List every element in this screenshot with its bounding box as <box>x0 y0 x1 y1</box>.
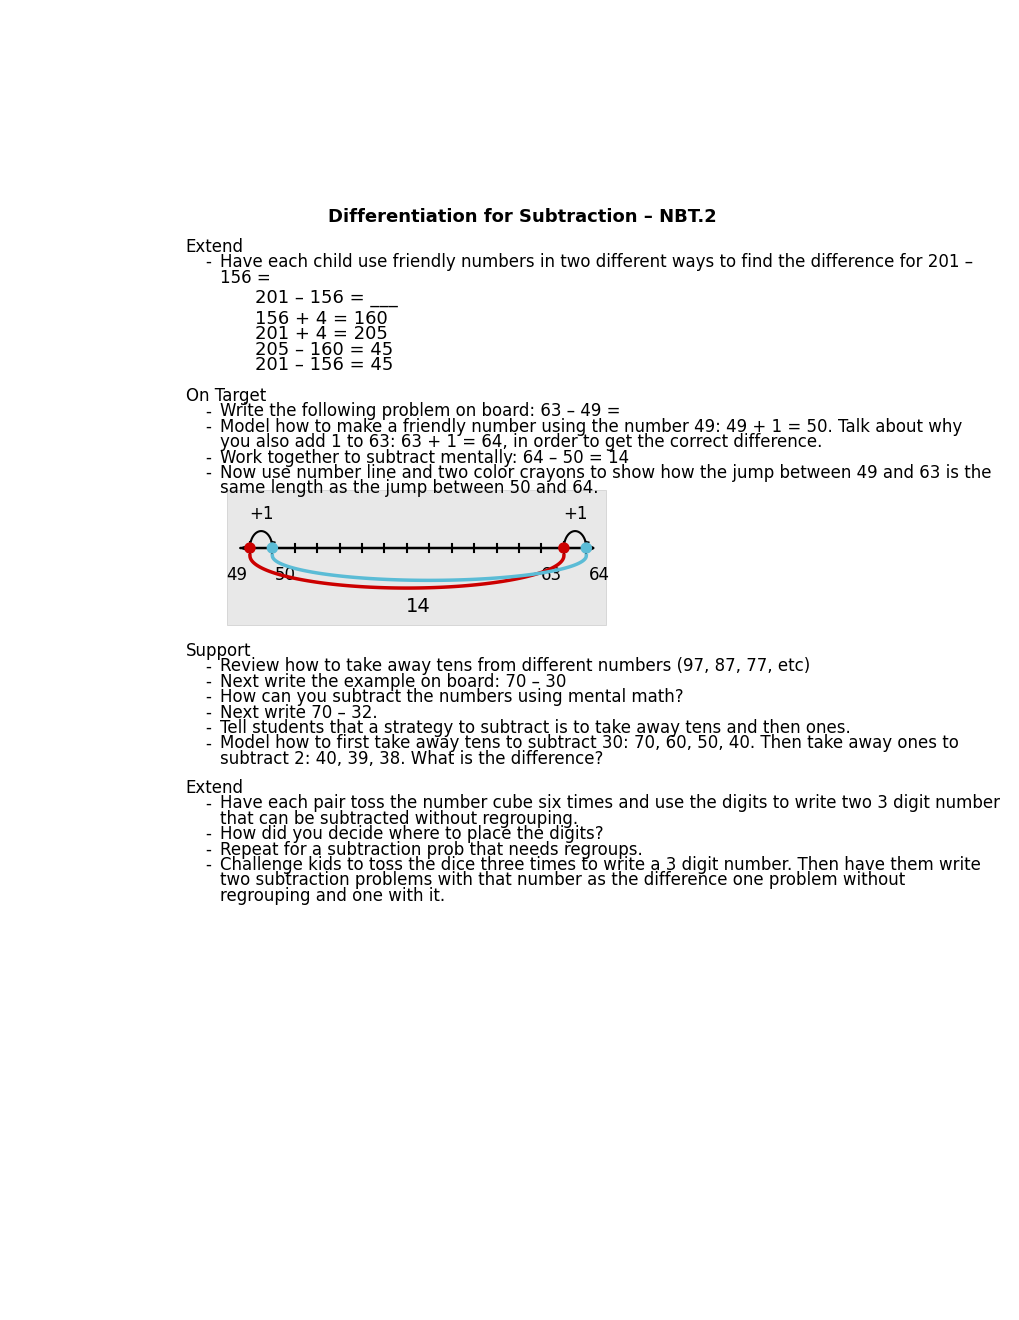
Text: +1: +1 <box>562 506 587 524</box>
Text: How can you subtract the numbers using mental math?: How can you subtract the numbers using m… <box>220 688 684 706</box>
Text: 156 + 4 = 160: 156 + 4 = 160 <box>255 310 388 329</box>
Text: 201 + 4 = 205: 201 + 4 = 205 <box>255 326 388 343</box>
Text: Differentiation for Subtraction – NBT.2: Differentiation for Subtraction – NBT.2 <box>328 209 716 227</box>
Text: -: - <box>205 825 211 843</box>
Circle shape <box>245 543 255 553</box>
Text: that can be subtracted without regrouping.: that can be subtracted without regroupin… <box>220 810 578 828</box>
Text: -: - <box>205 673 211 690</box>
Text: -: - <box>205 704 211 722</box>
Text: Extend: Extend <box>185 779 244 797</box>
Text: 64: 64 <box>588 566 609 585</box>
Text: Have each pair toss the number cube six times and use the digits to write two 3 : Have each pair toss the number cube six … <box>220 795 1000 812</box>
Text: Next write 70 – 32.: Next write 70 – 32. <box>220 704 378 722</box>
Text: -: - <box>205 795 211 812</box>
FancyBboxPatch shape <box>226 490 606 626</box>
Text: Now use number line and two color crayons to show how the jump between 49 and 63: Now use number line and two color crayon… <box>220 465 991 482</box>
Text: 156 =: 156 = <box>220 268 271 286</box>
Text: -: - <box>205 841 211 858</box>
Text: +1: +1 <box>249 506 273 524</box>
Text: two subtraction problems with that number as the difference one problem without: two subtraction problems with that numbe… <box>220 871 905 890</box>
Text: -: - <box>205 719 211 737</box>
Text: 14: 14 <box>406 597 430 615</box>
Text: -: - <box>205 657 211 676</box>
Text: Challenge kids to toss the dice three times to write a 3 digit number. Then have: Challenge kids to toss the dice three ti… <box>220 857 980 874</box>
Text: Have each child use friendly numbers in two different ways to find the differenc: Have each child use friendly numbers in … <box>220 253 973 271</box>
Text: Extend: Extend <box>185 238 244 256</box>
Text: 63: 63 <box>540 566 561 585</box>
Text: Next write the example on board: 70 – 30: Next write the example on board: 70 – 30 <box>220 673 567 690</box>
Text: Write the following problem on board: 63 – 49 =: Write the following problem on board: 63… <box>220 403 621 421</box>
Text: Tell students that a strategy to subtract is to take away tens and then ones.: Tell students that a strategy to subtrac… <box>220 719 851 737</box>
Text: 205 – 160 = 45: 205 – 160 = 45 <box>255 341 393 359</box>
Text: -: - <box>205 857 211 874</box>
Text: 201 – 156 = ___: 201 – 156 = ___ <box>255 289 397 306</box>
Text: -: - <box>205 465 211 482</box>
Circle shape <box>267 543 277 553</box>
Text: -: - <box>205 418 211 436</box>
Text: subtract 2: 40, 39, 38. What is the difference?: subtract 2: 40, 39, 38. What is the diff… <box>220 750 603 768</box>
Text: regrouping and one with it.: regrouping and one with it. <box>220 887 445 904</box>
Text: Review how to take away tens from different numbers (97, 87, 77, etc): Review how to take away tens from differ… <box>220 657 810 676</box>
Text: 50: 50 <box>274 566 296 585</box>
Text: same length as the jump between 50 and 64.: same length as the jump between 50 and 6… <box>220 479 598 498</box>
Text: -: - <box>205 688 211 706</box>
Text: Support: Support <box>185 642 251 660</box>
Text: -: - <box>205 403 211 421</box>
Text: Model how to first take away tens to subtract 30: 70, 60, 50, 40. Then take away: Model how to first take away tens to sub… <box>220 734 959 752</box>
Text: On Target: On Target <box>185 387 266 405</box>
Text: -: - <box>205 734 211 752</box>
Text: -: - <box>205 449 211 467</box>
Text: 49: 49 <box>226 566 248 585</box>
Circle shape <box>558 543 569 553</box>
Circle shape <box>581 543 591 553</box>
Text: -: - <box>205 253 211 271</box>
Text: Model how to make a friendly number using the number 49: 49 + 1 = 50. Talk about: Model how to make a friendly number usin… <box>220 418 962 436</box>
Text: you also add 1 to 63: 63 + 1 = 64, in order to get the correct difference.: you also add 1 to 63: 63 + 1 = 64, in or… <box>220 433 822 451</box>
Text: 201 – 156 = 45: 201 – 156 = 45 <box>255 356 393 375</box>
Text: Work together to subtract mentally: 64 – 50 = 14: Work together to subtract mentally: 64 –… <box>220 449 629 467</box>
Text: Repeat for a subtraction prob that needs regroups.: Repeat for a subtraction prob that needs… <box>220 841 643 858</box>
Text: How did you decide where to place the digits?: How did you decide where to place the di… <box>220 825 603 843</box>
